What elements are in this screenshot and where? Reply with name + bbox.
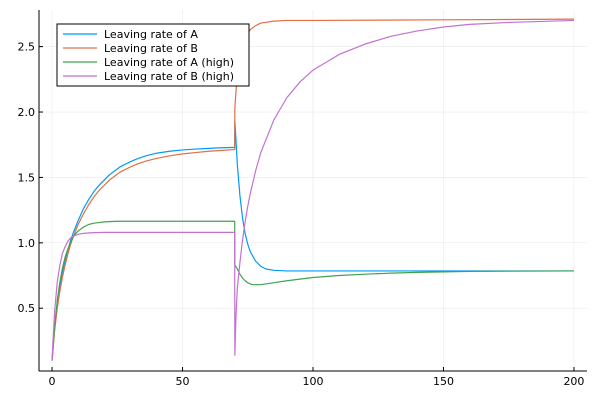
legend-label: Leaving rate of B (104, 42, 198, 55)
series-line-4 (51, 19, 574, 361)
series-line-3 (51, 220, 574, 361)
x-tick-label: 50 (176, 375, 190, 388)
y-tick-label: 0.5 (18, 302, 36, 315)
y-tick-label: 2.0 (18, 106, 36, 119)
y-tick-label: 2.5 (18, 41, 36, 54)
legend-label: Leaving rate of A (high) (104, 56, 234, 69)
x-tick-label: 0 (49, 375, 56, 388)
x-tick-label: 150 (433, 375, 454, 388)
y-tick-label: 1.0 (18, 237, 36, 250)
legend-label: Leaving rate of A (104, 28, 198, 41)
tick-labels: 0 50 100 150 200 0.5 1.0 1.5 2.0 2.5 (18, 41, 585, 388)
axes (38, 10, 587, 372)
y-tick-label: 1.5 (18, 171, 36, 184)
x-tick-label: 200 (563, 375, 584, 388)
legend-label: Leaving rate of B (high) (104, 70, 234, 83)
x-tick-label: 100 (303, 375, 324, 388)
